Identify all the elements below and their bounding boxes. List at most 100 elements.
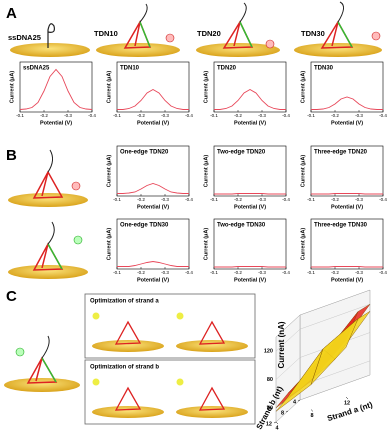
plot-frame	[310, 145, 384, 197]
z-tick-label: 120	[264, 349, 273, 355]
x-tick-label: -0.2	[137, 113, 145, 118]
x-axis-label: Potential (V)	[40, 120, 72, 126]
plot-frame	[310, 218, 384, 270]
data-line	[214, 266, 286, 268]
x-tick-label: -0.4	[185, 270, 193, 275]
chart-title: TDN30	[314, 66, 334, 72]
x-axis-label: Potential (V)	[331, 120, 363, 126]
x-tick-label: -0.3	[355, 113, 363, 118]
diagram-label: ssDNA25	[8, 33, 41, 42]
y-tick	[285, 410, 289, 413]
z-tick-label: 80	[267, 377, 273, 383]
y-axis-label: Current (μA)	[203, 155, 209, 188]
x-tick-label: -0.3	[258, 270, 266, 275]
y-axis-label: Current (μA)	[300, 228, 306, 261]
x-tick-label: -0.2	[331, 113, 339, 118]
plot-frame	[116, 218, 190, 270]
x-axis-label: Potential (V)	[137, 204, 169, 210]
x-tick-label: -0.4	[379, 270, 387, 275]
x-tick-label: -0.1	[210, 113, 218, 118]
y-axis-label: Current (μA)	[300, 155, 306, 188]
z-tick-label: 40	[267, 405, 273, 411]
plot-frame	[116, 145, 190, 197]
grid-line	[275, 329, 301, 352]
x-tick-label: -0.1	[307, 270, 315, 275]
x-tick-label: 8	[310, 413, 313, 419]
diagram-b	[8, 149, 88, 279]
x-tick-label: -0.3	[161, 197, 169, 202]
surface-patch	[310, 318, 359, 385]
chart-title: One-edge TDN20	[120, 150, 169, 156]
plot-frame	[116, 61, 190, 113]
x-tick	[345, 396, 349, 400]
box-title: Optimization of strand b	[90, 365, 159, 371]
x-tick-label: -0.3	[161, 270, 169, 275]
x-tick-label: -0.2	[137, 270, 145, 275]
data-line	[311, 193, 383, 195]
x-tick-label: -0.2	[331, 270, 339, 275]
x-tick-label: -0.2	[40, 113, 48, 118]
diagram-label: TDN30	[301, 29, 325, 38]
plot-frame	[19, 61, 93, 113]
diagram-c	[4, 293, 256, 425]
y-tick-label: 8	[281, 410, 284, 416]
data-line	[117, 88, 189, 110]
chart-title: Three-edge TDN20	[314, 150, 368, 156]
data-line	[311, 266, 383, 268]
x-tick-label: -0.3	[355, 197, 363, 202]
data-line	[19, 68, 93, 110]
x-tick-label: -0.1	[210, 270, 218, 275]
plot-frame	[310, 61, 384, 113]
data-line	[214, 193, 286, 195]
x-tick-label: -0.2	[331, 197, 339, 202]
x-tick-label: -0.4	[379, 197, 387, 202]
y-axis-label: Current (μA)	[9, 71, 15, 104]
y-tick	[297, 399, 301, 402]
diagram-label: TDN20	[197, 29, 221, 38]
x-tick-label: -0.4	[88, 113, 96, 118]
x-tick-label: -0.3	[161, 113, 169, 118]
x-axis-label: Potential (V)	[234, 120, 266, 126]
diagram-label: TDN10	[94, 29, 118, 38]
y-axis-label: Current (μA)	[300, 71, 306, 104]
x-tick-label: -0.2	[137, 197, 145, 202]
chart-title: ssDNA25	[23, 66, 50, 72]
x-tick-label: -0.4	[282, 270, 290, 275]
x-tick-label: -0.2	[234, 197, 242, 202]
x-tick-label: -0.1	[113, 197, 121, 202]
z-axis-label: Current (nA)	[277, 321, 286, 368]
x-tick-label: -0.1	[113, 113, 121, 118]
diagram-row	[10, 1, 382, 57]
chart-title: TDN10	[120, 66, 140, 72]
data-line	[117, 261, 189, 267]
x-tick-label: -0.4	[185, 113, 193, 118]
y-axis-label: Current (μA)	[203, 228, 209, 261]
plot-frame	[213, 145, 287, 197]
x-tick-label: 4	[275, 425, 279, 431]
x-tick-label: -0.1	[210, 197, 218, 202]
x-tick-label: -0.3	[258, 113, 266, 118]
grid-line	[299, 303, 371, 330]
y-tick-label: 4	[293, 399, 297, 405]
x-tick-label: -0.3	[64, 113, 72, 118]
chart-title: TDN20	[217, 66, 237, 72]
x-tick-label: -0.1	[307, 197, 315, 202]
data-line	[311, 96, 383, 110]
x-tick-label: -0.1	[307, 113, 315, 118]
x-tick-label: -0.1	[16, 113, 24, 118]
x-axis-label: Potential (V)	[234, 204, 266, 210]
x-tick-label: -0.4	[282, 113, 290, 118]
y-tick-label: 12	[266, 421, 272, 427]
x-tick-label: -0.3	[355, 270, 363, 275]
data-line	[214, 88, 286, 110]
grid-line	[275, 357, 301, 380]
y-axis-label: Current (μA)	[106, 228, 112, 261]
x-tick-label: -0.4	[282, 197, 290, 202]
x-axis-label: Potential (V)	[234, 277, 266, 283]
x-tick	[310, 409, 314, 412]
y-axis-label: Current (μA)	[106, 155, 112, 188]
y-axis-label: Current (μA)	[106, 71, 112, 104]
x-axis-label: Potential (V)	[137, 120, 169, 126]
x-tick-label: 12	[344, 400, 350, 406]
x-axis-label: Potential (V)	[331, 204, 363, 210]
